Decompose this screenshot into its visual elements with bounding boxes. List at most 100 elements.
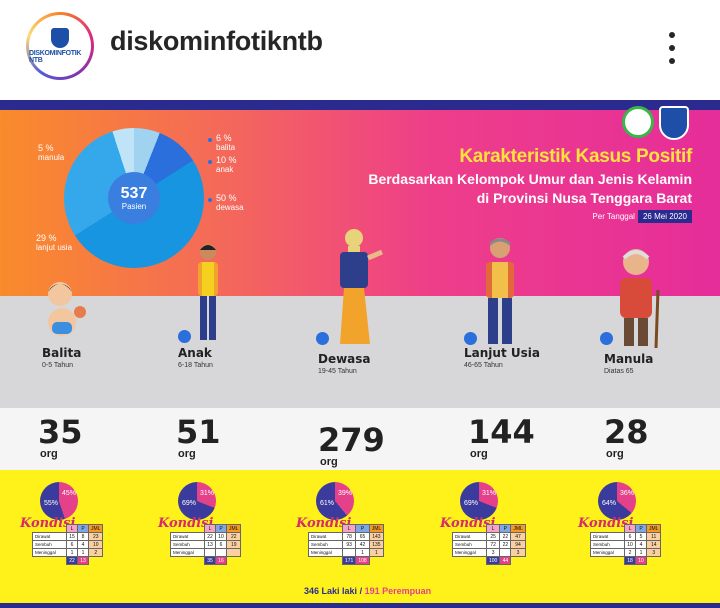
total-p: 108 [355,556,370,565]
profile-avatar[interactable]: DISKOMINFOTIK NTB [26,12,94,80]
kondisi-table: L P JML Dirawat 15 8 23 Sembuh 6 4 10 Meninggal 1 1 2 2… [32,524,104,565]
group-label-balita: Balita 0-5 Tahun [42,346,82,369]
table-row: Dirawat 25 22 47 [452,532,526,541]
row-label: Meninggal [170,548,205,557]
cell-p: 1 [77,548,89,557]
cell-l: 15 [66,532,78,541]
total-l: 18 [624,556,636,565]
leader-dot [208,138,212,142]
cell-p: 22 [499,532,512,541]
table-row: Dirawat 6 5 11 [590,532,662,541]
totals-row: 18 10 [590,556,661,565]
cell-l: 3 [485,548,501,557]
col-l-header: L [485,524,501,533]
pct-perempuan-label: 31% [482,490,497,497]
ntb-shield-logo-icon [659,106,689,140]
logos [622,106,689,140]
total-p: 13 [77,556,89,565]
row-label: Dirawat [590,532,625,541]
row-label: Sembuh [590,540,625,549]
group-label-anak: Anak 6-18 Tahun [178,346,213,369]
kondisi-table: L P JML Dirawat 78 65 143 Sembuh 93 42 135 Meningga… [308,524,385,565]
count-dewasa: 279 org [318,421,385,468]
table-row: Meninggal 3 3 [452,548,526,557]
cell-l [204,548,216,557]
col-total-header: JML [87,524,104,533]
totals-row: 22 13 [32,556,103,565]
pct-laki-label: 64% [602,500,617,507]
username-link[interactable]: diskominfotikntb [110,26,323,56]
cell-total: 94 [510,540,526,549]
cell-p: 65 [355,532,370,541]
pct-perempuan-label: 36% [620,490,635,497]
cell-p: 4 [77,540,89,549]
table-row: Meninggal 1 1 [308,548,385,557]
group-label-manula: Manula Diatas 65 [604,352,654,375]
total-p: 10 [635,556,647,565]
total-l: 22 [66,556,78,565]
cell-l: 72 [485,540,501,549]
dot-icon [669,31,675,38]
cell-l: 78 [341,532,357,541]
gender-pie-2: 61% 39% [316,482,354,520]
col-l-header: L [66,524,78,533]
ntb-logo-icon [51,28,69,48]
total-p: 16 [215,556,227,565]
cell-p [215,548,227,557]
infographic-subtitle-2: di Provinsi Nusa Tenggara Barat [476,190,692,206]
adult-illustration-icon [340,229,383,344]
table-row: Sembuh 6 4 10 [32,540,104,549]
cell-total: 143 [368,532,385,541]
cell-l: 10 [624,540,636,549]
cell-total [225,548,242,557]
date-line: Per Tanggal 26 Mei 2020 [368,210,692,223]
cell-p: 6 [215,540,227,549]
row-label: Sembuh [170,540,205,549]
pct-laki-label: 61% [320,500,335,507]
kondisi-table: L P JML Dirawat 6 5 11 Sembuh 10 4 14 Meninggal 2 1 3 1… [590,524,662,565]
kondisi-label: Kondisi [20,516,76,531]
header-spacer [591,525,625,533]
pie-label-manula: 5 % manula [38,143,65,163]
gender-pie-1: 69% 31% [178,482,216,520]
post-image[interactable]: 537 Pasien 5 % manula 6 % balita 10 % anak … [0,96,720,608]
row-label: Sembuh [452,540,487,549]
post-header: DISKOMINFOTIK NTB diskominfotikntb [0,0,720,96]
totals-row: 35 16 [170,556,241,565]
cell-l: 6 [66,540,78,549]
pie-label-lanjut-usia: 29 % lanjut usia [36,233,73,253]
row-label: Meninggal [308,548,343,557]
group-label-lanjut-usia: Lanjut Usia 46-65 Tahun [464,346,540,369]
kondisi-label: Kondisi [158,516,214,531]
cell-total: 10 [87,540,104,549]
col-p-header: P [499,524,512,533]
cell-l [341,548,357,557]
gender-pie-3: 69% 31% [460,482,498,520]
cell-total: 3 [510,548,526,557]
cell-p: 8 [77,532,89,541]
row-label: Dirawat [170,532,205,541]
row-label: Sembuh [308,540,343,549]
more-options-button[interactable] [660,28,684,68]
cell-p: 10 [215,532,227,541]
cell-l: 13 [204,540,216,549]
total-l: 35 [204,556,216,565]
pct-laki-label: 69% [182,500,197,507]
cell-p [499,548,512,557]
cell-total: 47 [510,532,526,541]
cell-total: 14 [645,540,662,549]
total-patients-label: Pasien [121,201,147,211]
col-p-header: P [215,524,227,533]
row-label: Meninggal [590,548,625,557]
group-marker-dot [600,332,613,345]
col-p-header: P [355,524,370,533]
count-balita: 35 org [38,413,83,460]
table-row: Dirawat 15 8 23 [32,532,104,541]
cell-l: 22 [204,532,216,541]
avatar-text: DISKOMINFOTIK NTB [29,50,82,64]
baby-illustration-icon [48,282,86,336]
child-illustration-icon [198,244,218,340]
row-label: Dirawat [32,532,67,541]
gender-totals: 346 Laki laki / 191 Perempuan [304,586,432,596]
cell-total: 2 [87,548,104,557]
